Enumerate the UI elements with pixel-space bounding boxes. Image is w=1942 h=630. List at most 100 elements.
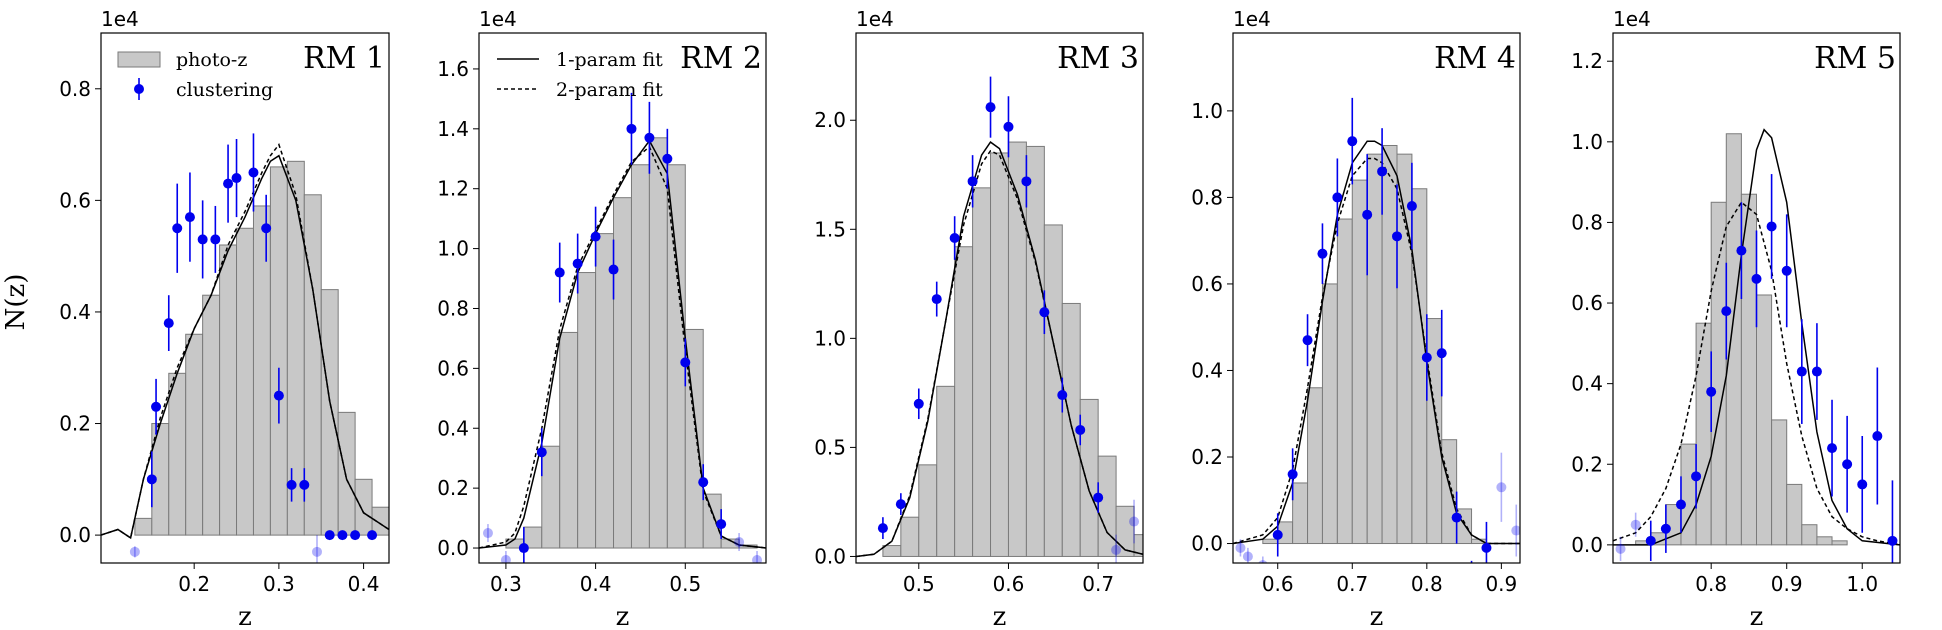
- y-axis-label: N(z): [1, 274, 31, 331]
- panel-title: RM 5: [1814, 41, 1896, 76]
- clustering-point: [248, 167, 259, 178]
- clustering-point: [223, 178, 234, 189]
- x-tick-label: 0.9: [1485, 572, 1517, 596]
- y-tick-label: 1.2: [437, 177, 469, 201]
- clustering-point: [554, 267, 565, 278]
- clustering-point: [1857, 479, 1868, 490]
- y-tick-label: 0.8: [1191, 185, 1223, 209]
- histogram-bar: [320, 289, 339, 536]
- y-offset-label: 1e4: [479, 7, 517, 31]
- x-tick-label: 0.6: [993, 572, 1025, 596]
- clustering-point: [1392, 231, 1402, 242]
- x-tick-label: 0.6: [1262, 572, 1294, 596]
- plot-area: [1613, 128, 1900, 563]
- y-tick-label: 1.2: [1571, 49, 1603, 73]
- panel-3: 0.5 0.6 0.7 0.0 0.5 1.0 1.5 2.0 1e4 RM 3 z: [814, 7, 1144, 630]
- clustering-point: [1302, 335, 1313, 346]
- clustering-point: [1075, 424, 1086, 435]
- clustering-point: [1258, 560, 1268, 563]
- histogram-bar: [954, 246, 974, 557]
- histogram-bar: [720, 538, 740, 549]
- clustering-point: [1377, 166, 1388, 177]
- histogram-bar: [936, 385, 956, 557]
- clustering-point: [1129, 516, 1140, 527]
- histogram-bar: [541, 445, 561, 549]
- x-tick-label: 0.4: [580, 572, 612, 596]
- y-tick-label: 0.8: [437, 296, 469, 320]
- clustering-point: [1272, 529, 1283, 540]
- histogram-bar: [1115, 505, 1135, 557]
- histogram-bar: [1097, 455, 1117, 557]
- clustering-point: [312, 546, 322, 557]
- clustering-point: [299, 479, 310, 490]
- x-tick-label: 0.3: [263, 572, 295, 596]
- panels: 0.2 0.3 0.4 0.0 0.2 0.4 0.6 0.8 1e4 RM 1 z photo-z c…: [59, 7, 1901, 630]
- clustering-point: [518, 543, 529, 554]
- clustering-point: [1827, 443, 1838, 454]
- histogram-bar: [1771, 419, 1788, 546]
- x-tick-label: 0.5: [669, 572, 701, 596]
- histogram-bar: [577, 272, 597, 549]
- plot-area: [1233, 97, 1520, 563]
- clustering-point: [1317, 248, 1328, 259]
- histogram-bar: [1725, 133, 1742, 546]
- fit-2param-line: [1613, 201, 1900, 546]
- clustering-point: [1736, 245, 1747, 256]
- panel-4: 0.6 0.7 0.8 0.9 0.0 0.2 0.4 0.6 0.8 1.0 1e4 RM 4 z: [1191, 7, 1521, 630]
- clustering-point: [482, 528, 493, 539]
- clustering-point: [716, 519, 727, 530]
- y-tick-label: 0.8: [59, 77, 91, 101]
- clustering-point: [985, 102, 996, 113]
- clustering-point: [337, 530, 348, 541]
- legend-left: photo-z clustering: [117, 49, 273, 101]
- fit-2param-line: [856, 149, 1143, 558]
- plot-area: [479, 92, 766, 563]
- clustering-point: [1706, 386, 1717, 397]
- y-tick-label: 0.0: [437, 536, 469, 560]
- plot-frame: [1232, 32, 1521, 564]
- x-tick-label: 0.8: [1695, 572, 1727, 596]
- histogram-bar: [648, 137, 668, 549]
- legend-photoz-label: photo-z: [176, 49, 247, 71]
- clustering-point: [536, 447, 547, 458]
- histogram-bar: [134, 517, 153, 536]
- y-offset-label: 1e4: [1233, 7, 1271, 31]
- plot-frame: [100, 32, 390, 564]
- y-tick-label: 1.0: [1191, 99, 1223, 123]
- histogram-bar: [1351, 179, 1368, 545]
- histogram-bar: [972, 187, 992, 557]
- clustering-point: [1287, 469, 1298, 480]
- histogram-bar: [1336, 218, 1353, 545]
- clustering-point: [1645, 535, 1656, 546]
- histogram-bar: [1710, 201, 1727, 546]
- legend-photoz-swatch: [117, 51, 161, 68]
- x-tick-label: 0.2: [178, 572, 210, 596]
- x-tick-label: 0.3: [490, 572, 522, 596]
- histogram-bar: [900, 516, 920, 557]
- histogram-bar: [236, 227, 254, 536]
- histogram-bar: [354, 478, 373, 536]
- plot-frame: [855, 32, 1144, 564]
- clustering-point: [197, 234, 208, 245]
- legend-clustering-marker: [134, 84, 144, 94]
- histogram-bar: [337, 411, 356, 536]
- x-tick-label: 0.7: [1336, 572, 1368, 596]
- clustering-point: [1003, 121, 1014, 132]
- legend-clustering-label: clustering: [176, 79, 273, 101]
- clustering-point: [1421, 352, 1432, 363]
- y-offset-label: 1e4: [856, 7, 894, 31]
- clustering-point: [1796, 366, 1807, 377]
- clustering-point: [698, 477, 709, 488]
- y-tick-label: 1.0: [437, 237, 469, 261]
- clustering-point: [1451, 512, 1462, 523]
- histogram-bar: [1292, 482, 1309, 545]
- y-tick-label: 0.2: [437, 476, 469, 500]
- histogram-bar: [371, 506, 389, 536]
- clustering-point: [877, 523, 888, 534]
- histogram-bar: [882, 545, 902, 557]
- clustering-point: [129, 546, 140, 557]
- y-tick-label: 0.4: [1191, 358, 1223, 382]
- y-tick-label: 0.2: [59, 412, 91, 436]
- clustering-point: [1811, 366, 1822, 377]
- clustering-point: [324, 530, 335, 541]
